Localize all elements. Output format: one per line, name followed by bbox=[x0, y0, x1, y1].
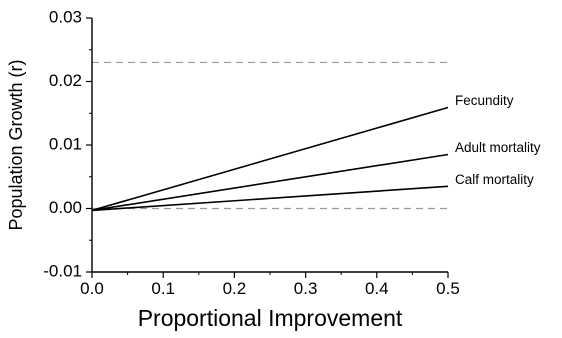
series-line-2 bbox=[91, 185, 449, 212]
y-tick-label-3: 0.02 bbox=[49, 71, 82, 90]
y-tick-label-2: 0.01 bbox=[49, 134, 82, 153]
series-label-1: Adult mortality bbox=[455, 140, 541, 155]
x-tick-label-2: 0.2 bbox=[223, 279, 247, 298]
y-tick-label-1: 0.00 bbox=[49, 198, 82, 217]
x-tick-label-3: 0.3 bbox=[294, 279, 318, 298]
x-tick-label-4: 0.4 bbox=[365, 279, 389, 298]
series-line-1 bbox=[91, 153, 449, 212]
series-label-0: Fecundity bbox=[455, 93, 514, 108]
x-tick-label-1: 0.1 bbox=[151, 279, 175, 298]
y-axis-label: Population Growth (r) bbox=[6, 59, 26, 230]
x-axis-label: Proportional Improvement bbox=[138, 305, 403, 331]
x-tick-label-0: 0.0 bbox=[80, 279, 104, 298]
x-tick-label-5: 0.5 bbox=[436, 279, 460, 298]
y-tick-label-4: 0.03 bbox=[49, 7, 82, 26]
series-label-2: Calf mortality bbox=[455, 172, 534, 187]
series-line-0 bbox=[91, 106, 449, 212]
y-tick-label-0: -0.01 bbox=[43, 261, 82, 280]
